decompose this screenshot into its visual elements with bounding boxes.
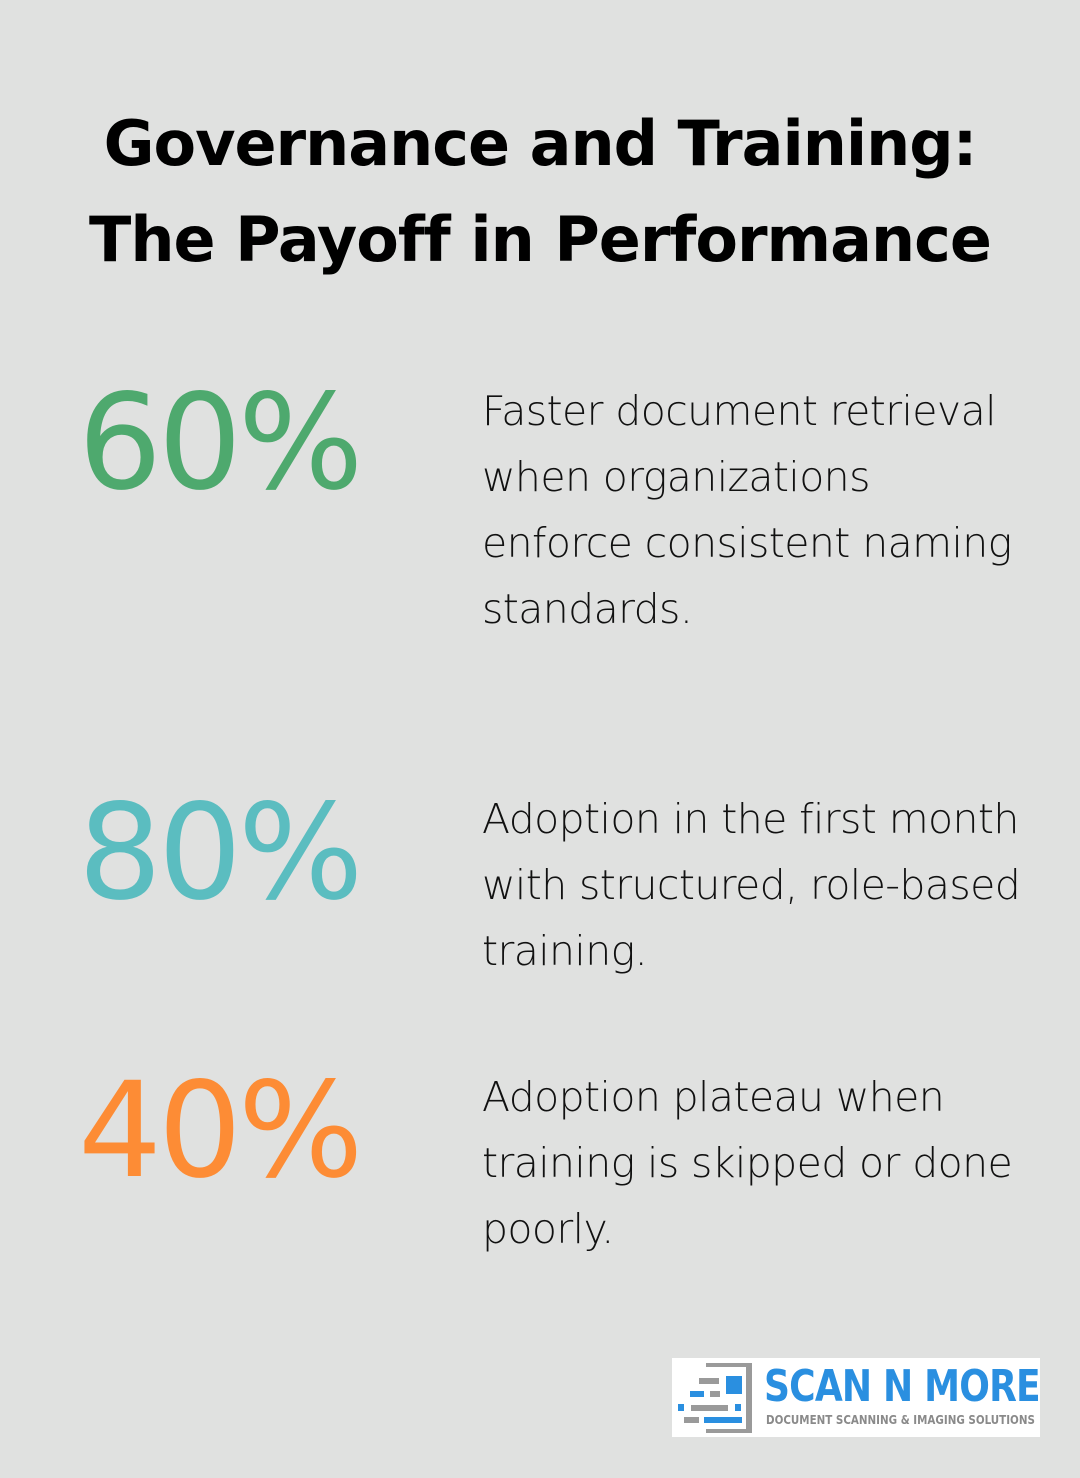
stat-description: Faster document retrieval when organizat… xyxy=(482,387,1012,633)
logo-wordmark: SCAN N MORE xyxy=(764,1361,1041,1412)
stat-description: Adoption in the first month with structu… xyxy=(482,795,1021,975)
page-title: Governance and Training: The Payoff in P… xyxy=(0,96,1080,288)
stat-description: Adoption plateau when training is skippe… xyxy=(482,1073,1013,1253)
title-line-2: The Payoff in Performance xyxy=(89,203,992,276)
title-line-1: Governance and Training: xyxy=(103,107,978,180)
brand-logo: SCAN N MORE DOCUMENT SCANNING & IMAGING … xyxy=(672,1358,1041,1437)
scanner-document-icon xyxy=(678,1363,752,1433)
stat-value: 60% xyxy=(78,366,363,520)
logo-tagline: DOCUMENT SCANNING & IMAGING SOLUTIONS xyxy=(766,1413,1035,1427)
stat-value: 40% xyxy=(78,1054,363,1208)
stat-value: 80% xyxy=(78,776,363,930)
